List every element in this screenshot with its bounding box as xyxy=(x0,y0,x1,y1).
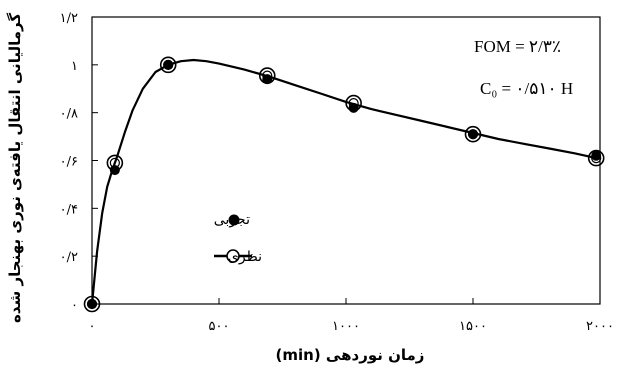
theoretical-point-outer xyxy=(106,154,124,172)
theoretical-point-inner xyxy=(163,59,174,70)
legend-marker-experimental xyxy=(228,214,240,226)
concentration-annotation: C₀ = ۰/۵۱۰ H xyxy=(480,79,573,98)
theoretical-point-outer xyxy=(159,56,177,74)
legend: تجربی نظری xyxy=(214,212,262,265)
experimental-point xyxy=(163,59,174,70)
theoretical-point-outer xyxy=(345,94,362,112)
theoretical-point-inner xyxy=(348,97,359,109)
x-tick-label: ۱۵۰۰ xyxy=(459,319,487,334)
theoretical-point-outer xyxy=(258,67,276,84)
experimental-point xyxy=(262,74,273,85)
axis-ticks: ۰ ۵۰۰ ۱۰۰۰ ۱۵۰۰ ۲۰۰۰ ۰ ۰/۲ ۰/۴ ۰/۶ ۰/۸ ۱ ۱/۲ xyxy=(60,11,614,334)
theoretical-point-inner xyxy=(262,70,273,81)
y-tick-label: ۰/۲ xyxy=(60,250,78,265)
theoretical-point-outer xyxy=(464,125,482,143)
legend-label-theoretical: نظری xyxy=(228,249,262,265)
experimental-point xyxy=(591,150,602,161)
x-tick-label: ۵۰۰ xyxy=(209,319,230,334)
theoretical-point-inner xyxy=(86,298,98,310)
legend-label-experimental: تجربی xyxy=(214,212,250,228)
y-tick-label: ۰/۸ xyxy=(60,107,78,122)
x-tick-label: ۱۰۰۰ xyxy=(332,319,360,334)
theoretical-point-inner xyxy=(591,153,602,164)
x-tick-label: ۰ xyxy=(89,319,96,334)
theoretical-point-outer xyxy=(587,149,605,167)
y-tick-label: ۰/۶ xyxy=(60,155,78,170)
theoretical-point-inner xyxy=(467,129,479,140)
y-axis-label: گرمالیانی انتقال یافته‌ی نوری بهنجار شده xyxy=(6,13,24,323)
theoretical-point-inner xyxy=(109,157,120,168)
experimental-point xyxy=(468,129,478,140)
fom-annotation: FOM = ۲/۳٪ xyxy=(474,37,561,56)
theoretical-point-outer xyxy=(83,295,101,313)
y-tick-label: ۰/۴ xyxy=(60,202,78,217)
experimental-point xyxy=(87,299,97,309)
y-tick-label: ۰ xyxy=(71,298,78,313)
series-layer xyxy=(83,56,605,313)
x-tick-label: ۲۰۰۰ xyxy=(586,319,614,334)
legend-marker-theoretical xyxy=(226,249,240,263)
y-tick-label: ۱ xyxy=(71,59,78,74)
y-tick-label: ۱/۲ xyxy=(60,11,78,26)
x-axis-label: زمان نوردهی (min) xyxy=(276,346,425,364)
